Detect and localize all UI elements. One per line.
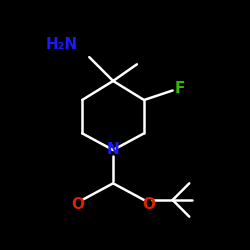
Text: O: O [142, 197, 155, 212]
Text: F: F [174, 80, 185, 96]
Text: H₂N: H₂N [45, 36, 78, 52]
Text: N: N [107, 142, 120, 158]
Text: O: O [71, 197, 84, 212]
